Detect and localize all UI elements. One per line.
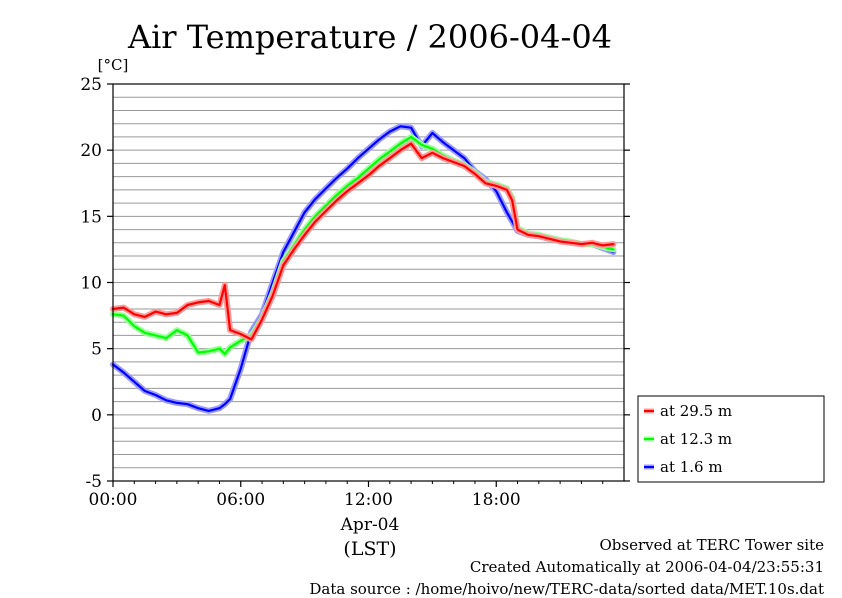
legend-label: at 1.6 m — [660, 458, 723, 476]
legend-label: at 12.3 m — [660, 430, 732, 448]
x-axis-date-label: Apr-04 — [340, 515, 400, 535]
y-tick-label: -5 — [85, 472, 102, 492]
series-halo-2 — [110, 123, 617, 414]
series-line-0 — [111, 142, 615, 341]
axis-ticks: 25 20 15 10 5 0 -500:00 06:00 12:00 18:00 — [80, 75, 630, 510]
x-axis-label: (LST) — [343, 538, 396, 560]
footer-data-source: Data source : /home/hoivo/new/TERC-data/… — [309, 580, 824, 598]
y-tick-label: 5 — [91, 340, 102, 360]
footer-observed: Observed at TERC Tower site — [599, 536, 824, 554]
legend-label: at 29.5 m — [660, 402, 732, 420]
legend-box — [637, 395, 825, 483]
x-tick-label: 06:00 — [216, 490, 265, 510]
x-tick-label: 12:00 — [344, 490, 393, 510]
series-line-2 — [111, 125, 615, 412]
x-tick-label: 18:00 — [472, 490, 521, 510]
series-halo-1 — [110, 133, 617, 357]
y-tick-label: 15 — [80, 207, 102, 227]
footer-created: Created Automatically at 2006-04-04/23:5… — [469, 558, 824, 576]
plot-series — [110, 123, 617, 414]
y-tick-label: 10 — [80, 274, 102, 294]
x-tick-label: 00:00 — [89, 490, 138, 510]
grid — [113, 96, 624, 469]
legend: at 29.5 m at 12.3 m at 1.6 m — [637, 395, 825, 483]
chart-title: Air Temperature / 2006-04-04 — [127, 18, 612, 56]
y-axis-unit: [°C] — [98, 56, 129, 74]
y-tick-label: 20 — [80, 141, 102, 161]
y-tick-label: 25 — [80, 75, 102, 95]
y-tick-label: 0 — [91, 406, 102, 426]
